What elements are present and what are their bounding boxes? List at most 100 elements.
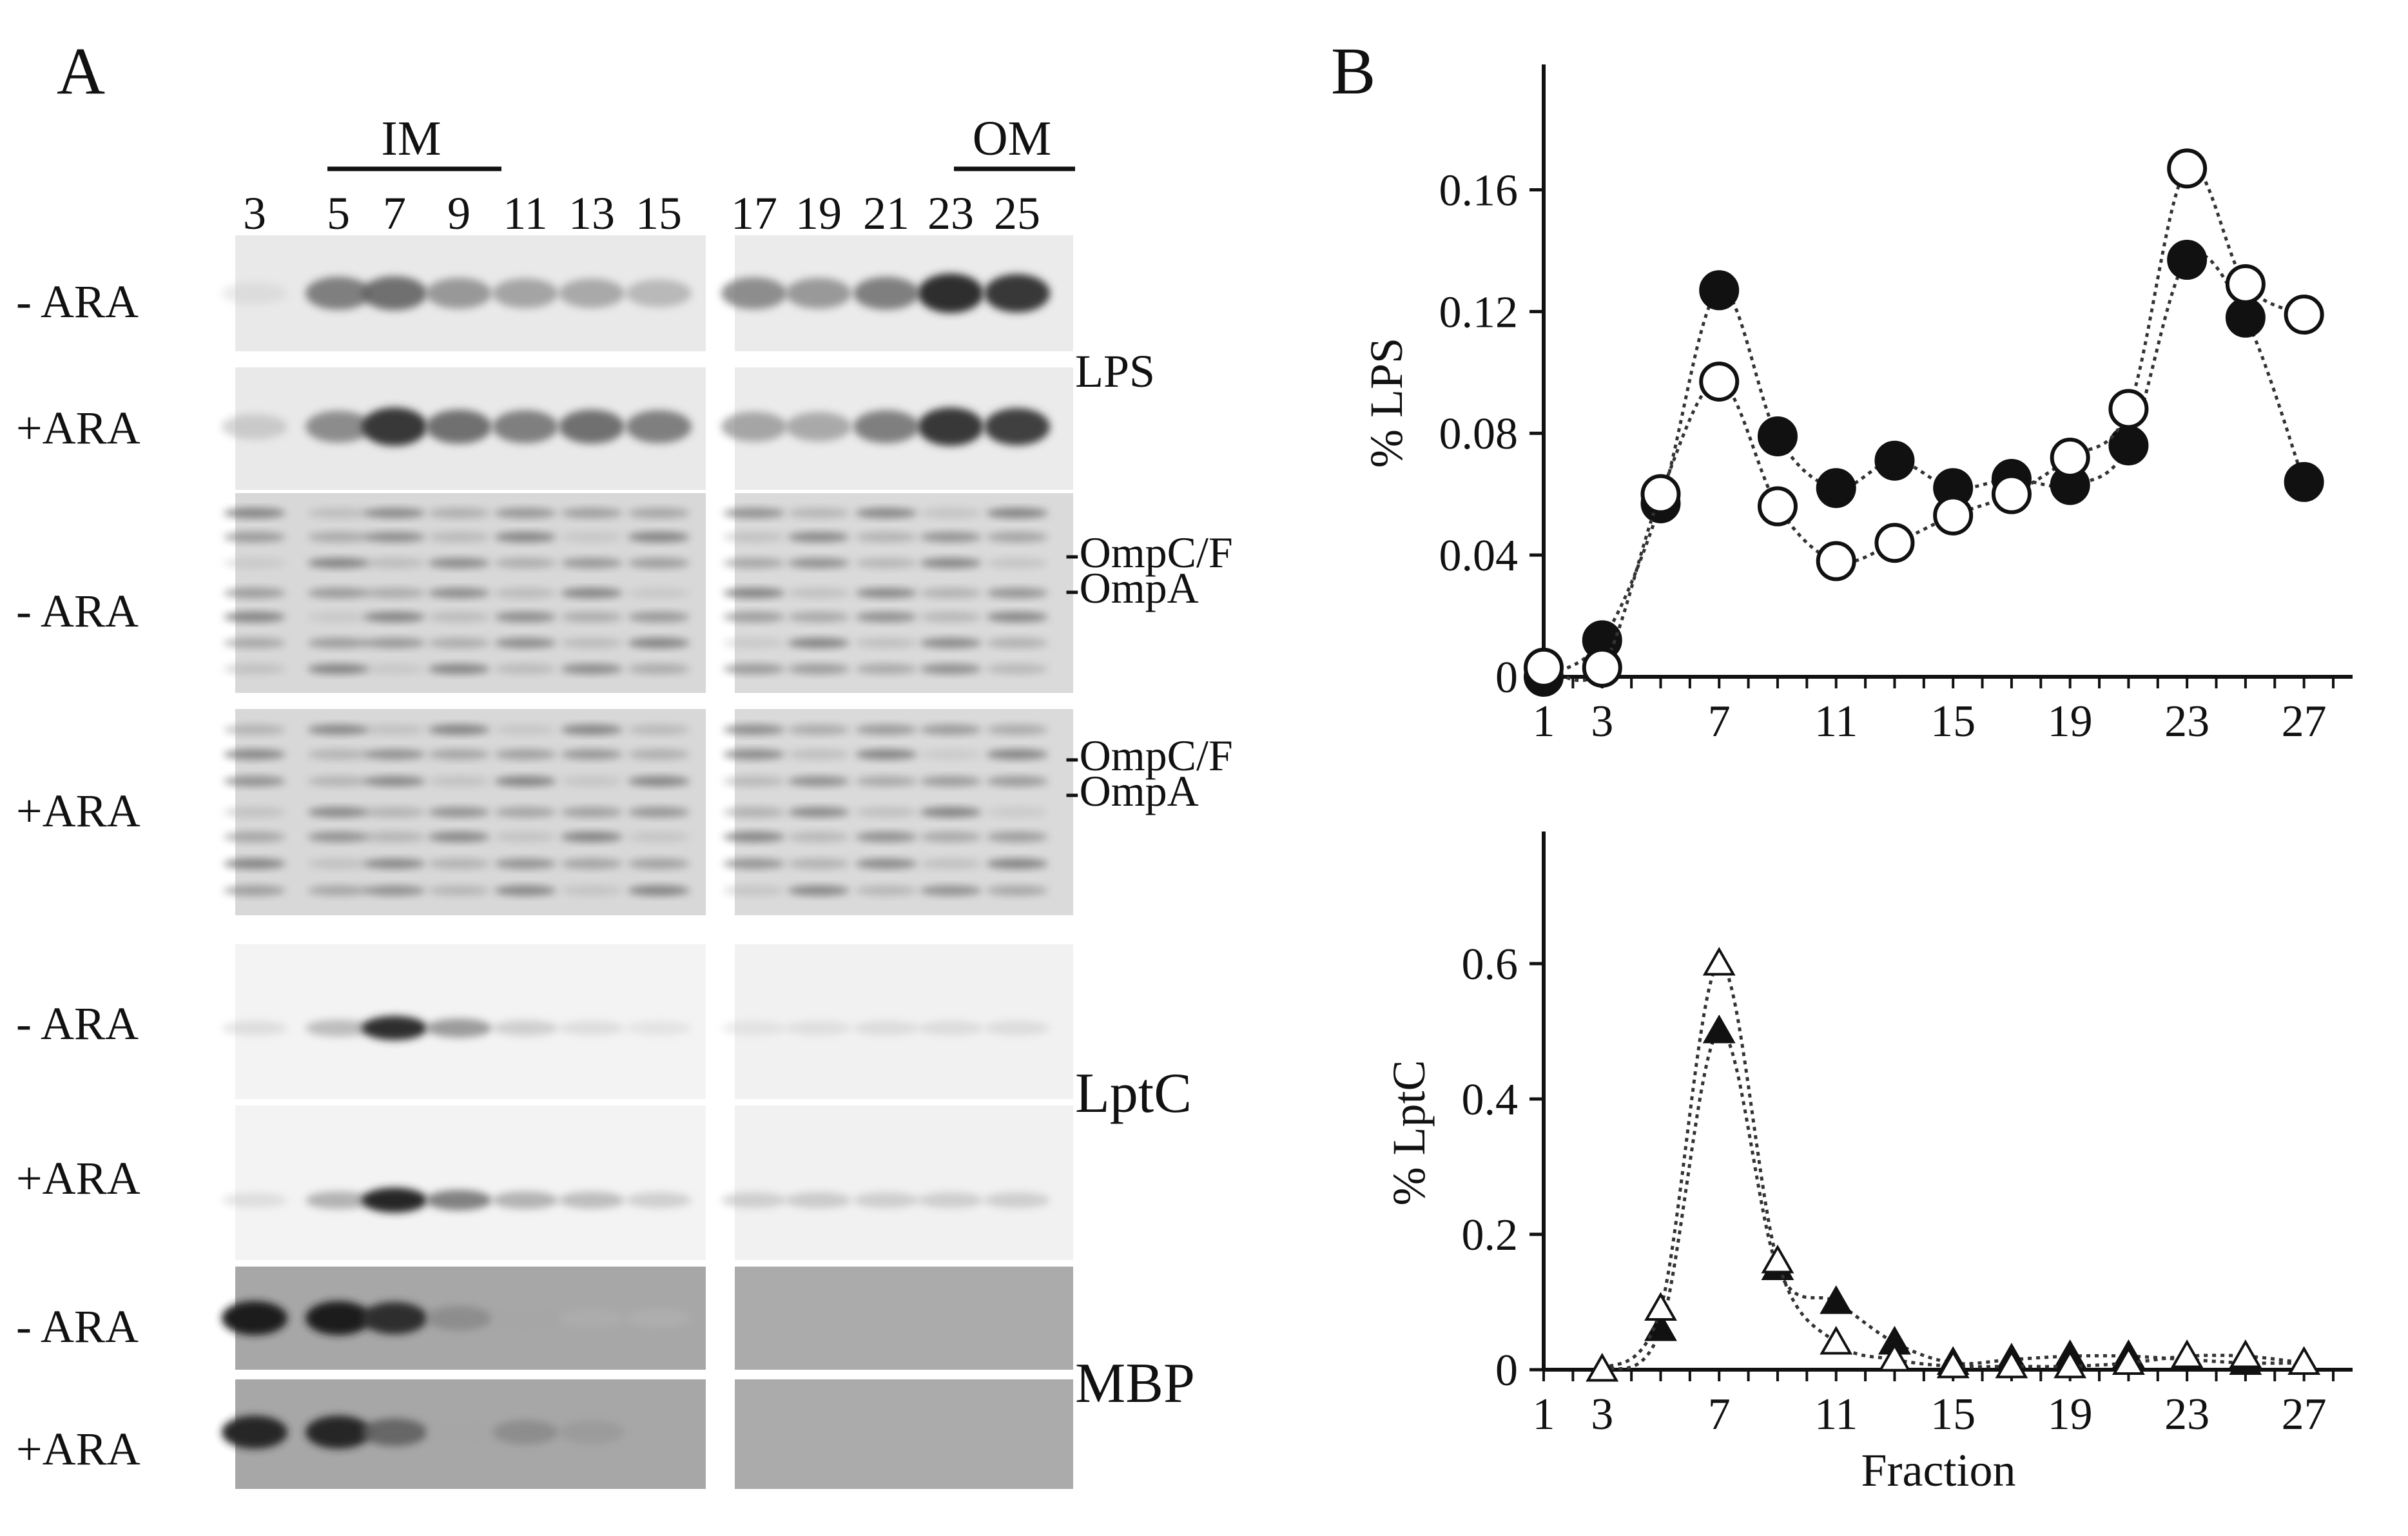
coomassie-band [307,588,369,598]
lptc-chart: 0 0.2 0.4 0.6 1 3 7 11 15 19 23 27 % LptC Fraction [1383,831,2353,1496]
coomassie-band [920,859,982,869]
lps-minus-band [306,277,371,310]
data-point [1586,1352,1619,1382]
y-tick-label: 0.08 [1439,409,1519,459]
data-point [1874,523,1915,563]
coomassie-band [307,558,369,569]
lps-plus-band [626,410,692,443]
coomassie-band [224,749,286,760]
data-point [1995,1349,2028,1379]
coomassie-band [428,885,490,896]
coomassie-band [364,663,425,674]
data-point [2054,1349,2087,1379]
x-tick-label: 19 [2048,1390,2093,1439]
lps-plus-band [362,407,427,446]
lps-plus-band [918,407,984,446]
row-label-mbp-minus: - ARA [16,1301,139,1352]
coomassie-band [788,637,850,648]
coomassie-band [628,724,690,735]
data-point [1644,1292,1677,1321]
coomassie-band [494,859,556,869]
coomassie-band [224,724,286,735]
coomassie-band [494,588,556,598]
coomassie-band [788,532,850,543]
coomassie-band [986,807,1048,817]
row-labels: - ARA +ARA - ARA +ARA - ARA +ARA - ARA +… [16,276,141,1475]
coomassie-band [561,807,623,817]
lane-number: 17 [731,188,777,239]
coomassie-band [224,588,286,598]
lptc-minus-band [721,1021,787,1035]
coomassie-band [307,831,369,842]
mbp-plus-band [362,1418,427,1446]
coomassie-band [628,558,690,569]
x-tick-label: 7 [1708,697,1731,746]
x-tick-label: 3 [1591,697,1613,746]
data-point [1757,416,1798,456]
coomassie-band [364,588,425,598]
coomassie-band [855,807,917,817]
data-point [1524,647,1564,688]
coomassie-band [224,508,286,518]
coomassie-band [307,508,369,518]
coomassie-band [364,859,425,869]
coomassie-band [561,749,623,760]
mbp-minus-band [426,1306,492,1330]
data-point [1874,440,1915,481]
data-point [2050,438,2090,478]
coomassie-band [788,831,850,842]
coomassie-band [920,588,982,598]
lps-minus-band [426,278,492,309]
data-point [2167,148,2208,189]
data-point [1640,474,1681,514]
lptc-minus-band [426,1018,492,1038]
coomassie-band [428,831,490,842]
data-point [2108,425,2149,466]
coomassie-band [307,637,369,648]
coomassie-band [920,637,982,648]
coomassie-band [986,558,1048,569]
coomassie-band [561,663,623,674]
y-tick-label: 0.2 [1462,1210,1519,1260]
coomassie-band [364,724,425,735]
coomassie-band [428,859,490,869]
coomassie-band [628,776,690,786]
coomassie-band [920,724,982,735]
coomassie-band [920,663,982,674]
mbp-plus-band [426,1421,492,1443]
data-point [2284,462,2324,502]
im-bracket-label: IM [382,112,442,166]
y-tick-label: 0 [1495,1346,1518,1395]
data-point [1702,946,1736,976]
coomassie-band [628,588,690,598]
mbp-plus-band [559,1421,625,1444]
coomassie-band [364,776,425,786]
series-line [1600,962,2304,1371]
coomassie-band [628,612,690,623]
coomassie-band [723,508,785,518]
y-tick-label: 0.04 [1439,531,1519,581]
lane-number: 25 [994,188,1040,239]
lptc-plus-band [786,1192,851,1209]
mbp-minus-band [492,1307,558,1329]
coomassie-band [307,724,369,735]
data-point [1878,1343,1911,1372]
coomassie-band [628,532,690,543]
coomassie-band [788,749,850,760]
x-tick-label: 11 [1814,1390,1858,1439]
lps-plus-band [786,412,851,442]
om-bracket-label: OM [973,112,1051,166]
coomassie-band [986,776,1048,786]
coomassie-band [920,807,982,817]
lptc-minus-band [492,1020,558,1036]
row-label-lptc-minus: - ARA [16,998,139,1049]
lane-number: 11 [503,188,547,239]
x-tick-label: 27 [2282,697,2327,746]
coomassie-band [788,807,850,817]
coomassie-band [307,663,369,674]
data-point [1816,468,1856,509]
coomassie-band [788,885,850,896]
lptc-plus-band [984,1192,1050,1209]
lptc-plus-band [222,1192,287,1208]
